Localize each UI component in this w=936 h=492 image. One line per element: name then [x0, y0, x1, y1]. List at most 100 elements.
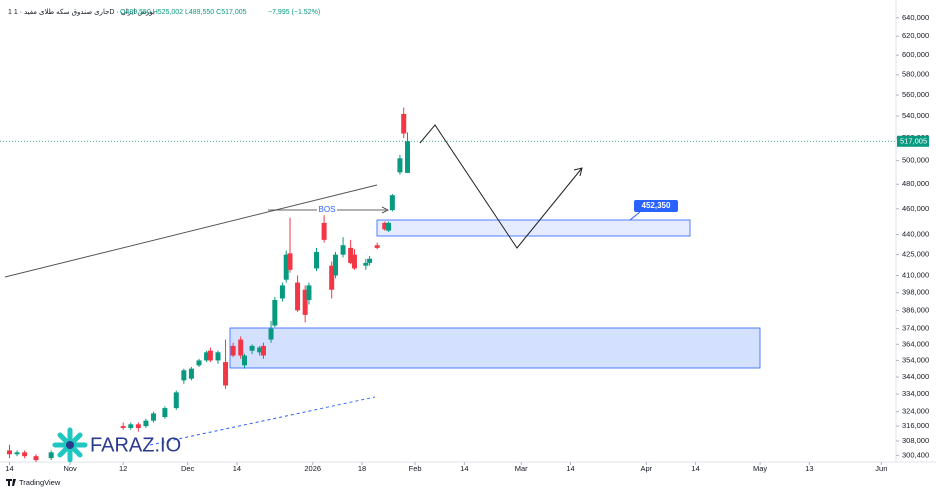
tv-icon	[6, 479, 16, 486]
y-tick-label: 620,000	[902, 31, 929, 40]
candle-body	[162, 408, 168, 418]
x-tick-label: Apr	[640, 464, 652, 473]
candle-body	[48, 452, 54, 459]
candle-body	[382, 222, 388, 230]
x-tick-label: 14	[691, 464, 699, 473]
x-tick-label: 14	[5, 464, 13, 473]
callout-label: 452,350	[642, 201, 671, 210]
candle-body	[238, 339, 244, 356]
header-title: 1 جاری صندوق سکه طلای مفید · 1D · بورس ا…	[8, 8, 155, 16]
candle-body	[260, 345, 266, 356]
last-price-box	[897, 135, 929, 147]
candle-body	[196, 360, 202, 366]
zigzag-path	[419, 124, 583, 249]
footer-brand: TradingView	[19, 478, 61, 487]
y-tick-label: 324,000	[902, 407, 929, 416]
candle-body	[302, 289, 308, 315]
header-ohlc: O489,550 H525,002 L489,550 C517,005	[120, 9, 247, 16]
candle-body	[287, 253, 293, 270]
candle-body	[207, 350, 213, 361]
y-tick-label: 334,000	[902, 389, 929, 398]
last-price-label: 517,005	[900, 136, 927, 145]
candle-body	[332, 254, 338, 276]
candle-body	[14, 452, 20, 455]
label-bg	[317, 205, 337, 215]
candle-body	[268, 328, 274, 340]
arrow-head	[573, 167, 583, 177]
candle-body	[401, 113, 407, 134]
candle-body	[405, 141, 411, 173]
y-tick-label: 386,000	[902, 305, 929, 314]
y-tick-label: 580,000	[902, 70, 929, 79]
y-tick-label: 364,000	[902, 339, 929, 348]
x-tick-label: Jun	[875, 464, 887, 473]
header-change: −7,995 (−1.52%)	[268, 9, 320, 16]
callout-box	[634, 200, 678, 212]
candle-body	[363, 262, 369, 266]
y-tick-label: 640,000	[902, 13, 929, 22]
logo	[52, 427, 88, 463]
candle-body	[128, 424, 134, 428]
y-tick-label: 398,000	[902, 288, 929, 297]
candle-body	[367, 258, 373, 263]
y-tick-label: 425,000	[902, 250, 929, 259]
x-tick-label: 18	[358, 464, 366, 473]
y-tick-label: 500,000	[902, 156, 929, 165]
x-tick-label: 14	[566, 464, 574, 473]
candle-body	[348, 247, 354, 263]
candle-body	[242, 355, 248, 366]
trend-line	[149, 396, 376, 446]
candle-body	[223, 362, 229, 386]
trend-line	[4, 184, 378, 278]
candle-body	[279, 285, 285, 299]
y-tick-label: 540,000	[902, 111, 929, 120]
candle-body	[306, 285, 312, 300]
y-tick-label: 300,400	[902, 450, 929, 459]
y-tick-label: 308,000	[902, 436, 929, 445]
candle-body	[386, 222, 392, 231]
x-tick-label: 12	[119, 464, 127, 473]
y-tick-label: 316,000	[902, 421, 929, 430]
candle-body	[181, 370, 187, 381]
zone-box	[229, 327, 761, 369]
candle-body	[33, 456, 39, 461]
y-tick-label: 480,000	[902, 179, 929, 188]
candle-body	[151, 413, 157, 421]
candle-body	[283, 254, 289, 280]
candle-body	[374, 245, 380, 248]
candle-body	[6, 450, 12, 455]
candle-body	[135, 424, 141, 428]
candle-body	[143, 420, 149, 427]
x-tick-label: 14	[233, 464, 241, 473]
candle-body	[340, 245, 346, 255]
candle-body	[321, 222, 327, 240]
y-tick-label: 560,000	[902, 90, 929, 99]
x-tick-label: May	[753, 464, 767, 473]
x-tick-label: Dec	[181, 464, 195, 473]
candle-body	[215, 352, 221, 361]
candle-body	[22, 452, 28, 457]
y-tick-label: 600,000	[902, 50, 929, 59]
candle-body	[230, 345, 236, 356]
callout-line	[629, 211, 641, 221]
y-tick-label: 410,000	[902, 270, 929, 279]
y-tick-label: 440,000	[902, 230, 929, 239]
candle-body	[397, 158, 403, 173]
y-tick-label: 374,000	[902, 324, 929, 333]
y-tick-label: 460,000	[902, 204, 929, 213]
x-tick-label: 14	[460, 464, 468, 473]
x-tick-label: 13	[805, 464, 813, 473]
logo-text: FARAZ.IO	[90, 434, 181, 456]
candle-body	[329, 265, 335, 290]
bos-label: BOS	[319, 205, 336, 214]
y-tick-label: 354,000	[902, 355, 929, 364]
candle-body	[389, 195, 395, 211]
y-tick-label: 344,000	[902, 372, 929, 381]
candle-body	[204, 352, 210, 361]
x-tick-label: Feb	[409, 464, 422, 473]
x-tick-label: Mar	[515, 464, 528, 473]
candle-body	[188, 368, 194, 379]
candle-body	[257, 347, 263, 353]
